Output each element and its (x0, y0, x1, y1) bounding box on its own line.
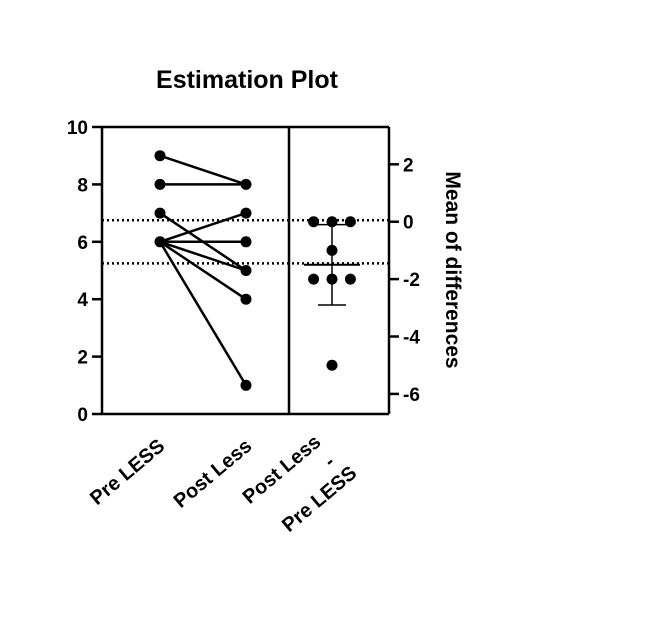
right-tick-label: 0 (403, 213, 414, 234)
left-tick-label: 8 (77, 175, 88, 196)
difference-point (308, 216, 320, 228)
post-point (240, 293, 252, 305)
right-tick-label: -6 (403, 385, 420, 406)
left-tick-label: 4 (77, 290, 88, 311)
category-label-post: Post Less (170, 435, 257, 513)
left-tick-label: 6 (77, 233, 88, 254)
pre-point (154, 178, 166, 190)
pair-line (159, 240, 247, 301)
paired-lines (158, 154, 248, 386)
pair-line (159, 211, 247, 243)
category-label-pre: Pre LESS (86, 435, 169, 510)
pair-line (159, 154, 247, 186)
difference-point (326, 244, 338, 256)
post-point (240, 379, 252, 391)
post-point (240, 207, 252, 219)
pre-point (154, 207, 166, 219)
left-tick-label: 10 (67, 118, 88, 139)
difference-point (308, 273, 320, 285)
category-labels: Pre LESS Post Less Post Less - Pre LESS (86, 431, 361, 537)
right-axis-title: Mean of differences (441, 171, 464, 368)
left-axis-ticks: 0 2 4 6 8 10 (67, 118, 102, 426)
right-tick-label: 2 (403, 155, 414, 176)
paired-points (154, 150, 252, 391)
right-axis-ticks: 2 0 -2 -4 -6 (389, 155, 420, 406)
pre-point (154, 236, 166, 248)
left-tick-label: 2 (77, 348, 88, 369)
post-point (240, 178, 252, 190)
chart-title: Estimation Plot (156, 66, 339, 94)
pair-line (159, 240, 247, 272)
difference-point (326, 359, 338, 371)
difference-point (344, 273, 356, 285)
pair-line (158, 241, 248, 386)
pre-point (154, 150, 166, 162)
right-tick-label: -4 (403, 328, 420, 349)
difference-panel (304, 216, 360, 371)
post-point (240, 265, 252, 276)
difference-point (344, 216, 356, 228)
plot-frame (100, 125, 391, 416)
left-tick-label: 0 (77, 405, 88, 426)
post-point (240, 236, 252, 248)
right-tick-label: -2 (403, 270, 420, 291)
difference-point (326, 273, 338, 285)
difference-label-dash: - (320, 451, 339, 472)
difference-point (326, 216, 338, 228)
